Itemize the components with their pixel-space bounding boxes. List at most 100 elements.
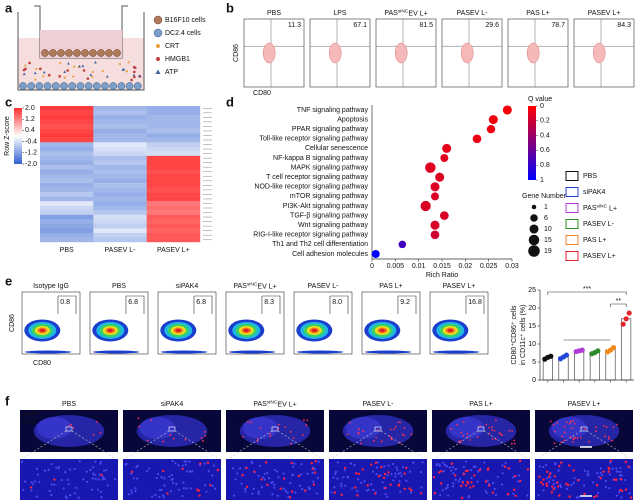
plot-title: PAS L+ xyxy=(379,283,402,290)
cd8-signal xyxy=(241,473,244,477)
cd8-signal xyxy=(551,485,554,488)
cd8-signal xyxy=(620,489,624,493)
cd8-signal xyxy=(478,468,481,472)
cd8-signal xyxy=(304,489,307,492)
cd8-signal xyxy=(513,439,516,442)
cd8-signal xyxy=(539,481,543,484)
nucleus xyxy=(53,483,56,486)
cd8-signal xyxy=(277,423,280,426)
cd8-signal xyxy=(605,426,608,429)
cd8-signal xyxy=(485,423,488,426)
zoom-image xyxy=(329,459,427,500)
nucleus xyxy=(170,473,174,477)
nucleus xyxy=(75,486,78,489)
tumor-cell xyxy=(49,49,57,57)
nucleus xyxy=(601,474,604,477)
size-key xyxy=(528,234,540,246)
cd8-signal xyxy=(594,426,597,429)
nucleus xyxy=(205,490,208,493)
nucleus xyxy=(130,489,133,492)
heatmap-cell xyxy=(146,119,201,125)
nucleus xyxy=(537,494,540,497)
heatmap-cell xyxy=(146,187,201,193)
nucleus xyxy=(233,494,236,497)
nucleus xyxy=(356,478,360,481)
text-part: siPAK4 xyxy=(583,189,606,196)
cd8-signal xyxy=(514,474,517,478)
colorbar-tick-label: 0.2 xyxy=(540,118,550,125)
gate-value: 6.8 xyxy=(128,299,138,306)
text-part: PASEV L+ xyxy=(588,10,621,17)
nucleus xyxy=(207,470,210,473)
nucleus xyxy=(412,461,415,464)
heatmap-cell xyxy=(40,187,94,193)
category-label: TNF signaling pathway xyxy=(297,107,369,114)
text-part: PAS L+ xyxy=(583,237,606,244)
cd8-signal xyxy=(440,470,443,473)
heatmap-cell xyxy=(40,178,94,184)
nucleus xyxy=(375,466,378,469)
significance-label: *** xyxy=(583,286,591,293)
cd8-signal xyxy=(574,436,577,439)
nucleus xyxy=(174,462,177,465)
nucleus xyxy=(458,477,461,480)
colorbar-tick-label: 0.8 xyxy=(540,162,550,169)
cd8-signal xyxy=(302,434,304,436)
nucleus xyxy=(363,479,366,483)
cd8-signal xyxy=(150,419,153,422)
nucleus xyxy=(557,469,560,472)
heatmap-cell xyxy=(146,133,201,138)
cd8-signal xyxy=(462,472,466,476)
cd8-signal xyxy=(354,472,358,475)
nucleus xyxy=(387,464,390,467)
cd8-signal xyxy=(146,439,149,442)
text-part: PBS xyxy=(112,283,126,290)
nucleus xyxy=(565,487,569,490)
zoom-box xyxy=(65,426,73,432)
cd8-signal xyxy=(484,480,488,483)
x-tick-label: 0.015 xyxy=(433,263,451,270)
nucleus xyxy=(386,474,389,477)
nucleus xyxy=(398,480,401,483)
nucleus xyxy=(236,472,239,475)
legend-label: PASsiNC L+ xyxy=(583,204,617,213)
y-tick-label: 10 xyxy=(528,341,536,348)
heatmap-cell xyxy=(146,214,201,220)
size-key-label: 1 xyxy=(544,204,548,211)
cd8-signal xyxy=(377,474,381,478)
cd8-signal xyxy=(399,441,401,444)
x-tick-label: 0.02 xyxy=(459,263,473,270)
cd8-signal xyxy=(410,489,413,492)
heatmap-cell xyxy=(40,110,94,116)
cd8-signal xyxy=(266,483,269,487)
plot-title: PASEV L+ xyxy=(443,283,476,290)
heatmap-cell xyxy=(146,146,201,152)
nucleus xyxy=(92,466,95,469)
column-label: PASEV L- xyxy=(105,247,137,254)
crt-dot xyxy=(59,61,62,64)
cd8-signal xyxy=(284,426,287,429)
nucleus xyxy=(299,473,302,476)
y-tick-label: 20 xyxy=(528,305,536,312)
heatmap-cell xyxy=(40,228,94,234)
nucleus xyxy=(483,461,486,464)
nucleus xyxy=(596,472,599,475)
cd8-signal xyxy=(560,461,563,464)
cd8-signal xyxy=(288,496,292,499)
tumor-cell xyxy=(97,49,105,57)
cd8-signal xyxy=(510,442,513,445)
panel-label: e xyxy=(5,273,12,288)
category-label: Apoptosis xyxy=(337,116,368,123)
nucleus xyxy=(203,484,207,487)
zoom-box xyxy=(168,426,176,432)
group-title: PASEV L+ xyxy=(568,401,601,408)
nucleus xyxy=(586,470,589,473)
text-part: PASEV L+ xyxy=(443,283,476,290)
nucleus xyxy=(22,488,25,492)
heatmap-cell xyxy=(93,146,147,152)
cd8-signal xyxy=(518,479,522,483)
heatmap-cell xyxy=(146,124,201,129)
legend-title: Gene Number xyxy=(522,193,567,200)
nucleus xyxy=(604,485,607,489)
nucleus xyxy=(211,484,214,487)
